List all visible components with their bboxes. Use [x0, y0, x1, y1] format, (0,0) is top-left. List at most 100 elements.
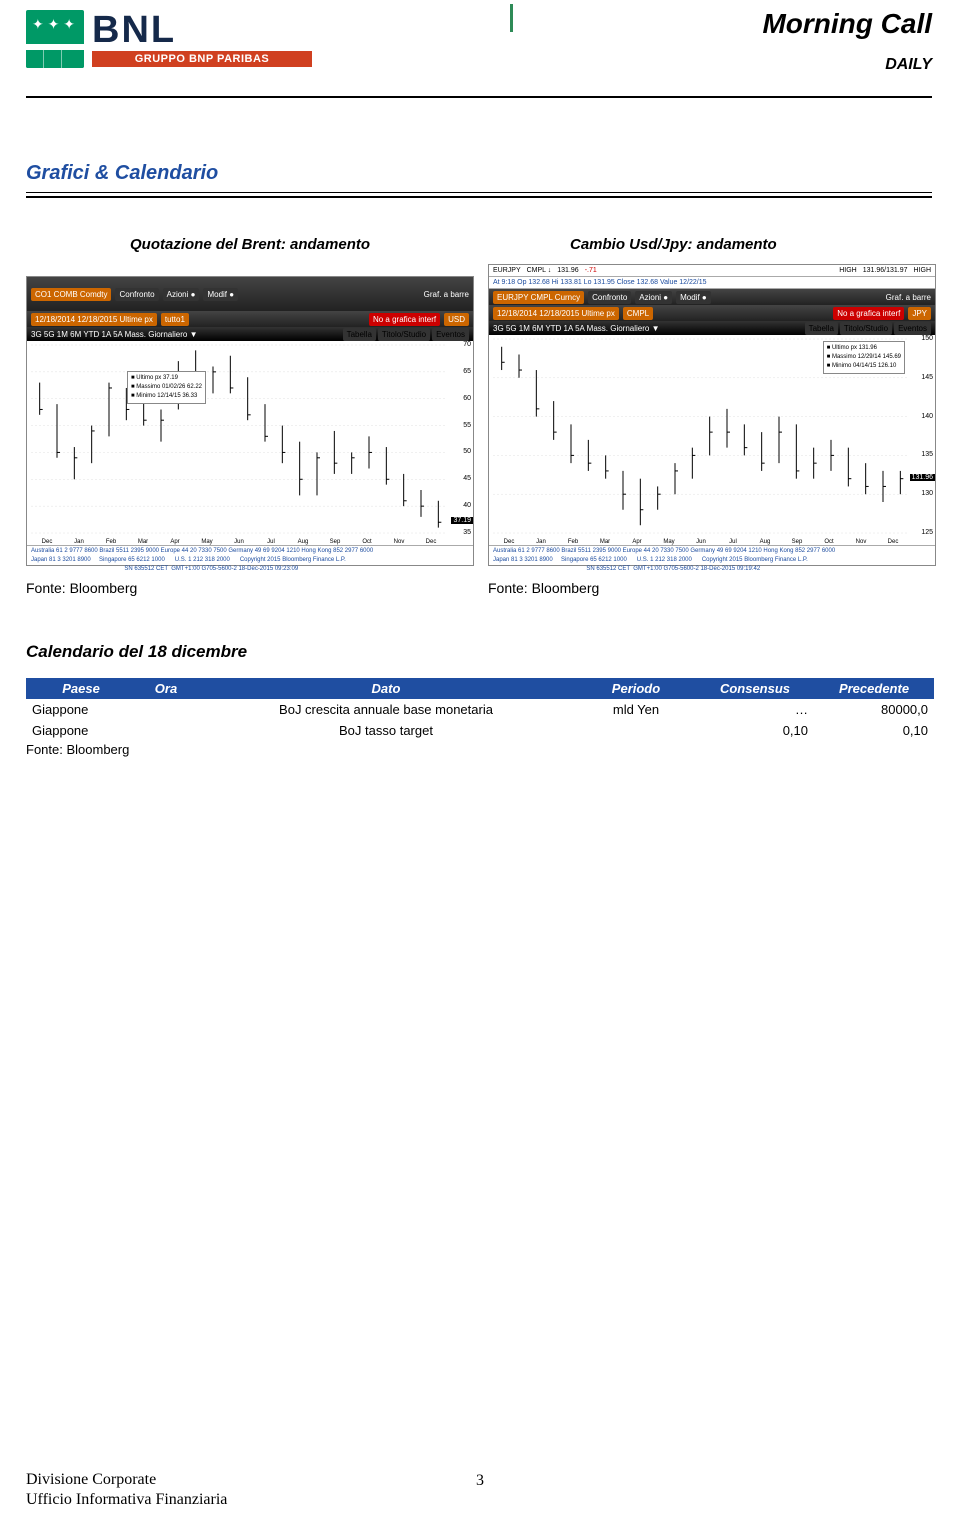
- quote-ohlc-line: At 9:18 Op 132.68 Hi 133.81 Lo 131.95 Cl…: [493, 279, 707, 286]
- y-axis: 125130135140145150: [911, 335, 933, 545]
- ccy-label: JPY: [908, 307, 931, 320]
- table-row: Giappone BoJ tasso target 0,100,10: [26, 720, 934, 741]
- ccy-label: USD: [444, 313, 469, 326]
- events-btn[interactable]: Eventos: [894, 322, 931, 335]
- logo-main-text: BNL: [92, 11, 176, 49]
- chart-usdjpy: EURJPY CMPL ↓ 131.96 -.71 HIGH 131.96/13…: [488, 264, 936, 566]
- quote-src: HIGH: [914, 267, 932, 274]
- legend-row: ■ Ultimo px 131.96: [827, 344, 901, 353]
- quote-hi: 131.96/131.97: [863, 267, 908, 274]
- last-price-flag: 131.96: [910, 474, 935, 481]
- table-btn[interactable]: Tabella: [805, 322, 838, 335]
- cell-periodo: [576, 720, 696, 741]
- period-buttons[interactable]: 3G 5G 1M 6M YTD 1A 5A Mass. Giornaliero …: [31, 330, 198, 339]
- quote-symbol: EURJPY: [493, 267, 521, 274]
- col-paese: Paese: [26, 678, 136, 699]
- cell-precedente: 0,10: [814, 720, 934, 741]
- field-label: tutto1: [161, 313, 189, 326]
- date-range[interactable]: 12/18/2014 12/18/2015 Ultime px: [31, 313, 157, 326]
- table-header-row: Paese Ora Dato Periodo Consensus Precede…: [26, 678, 934, 699]
- chart-toolbar-3: 3G 5G 1M 6M YTD 1A 5A Mass. Giornaliero …: [489, 321, 935, 335]
- section-title: Grafici & Calendario: [26, 162, 218, 185]
- chart-plot-area: ■ Ultimo px 37.19 ■ Massimo 01/02/26 62.…: [27, 341, 473, 545]
- modify-btn[interactable]: Modif ●: [676, 291, 711, 304]
- chart-source-left: Fonte: Bloomberg: [26, 580, 137, 596]
- calendar-table: Paese Ora Dato Periodo Consensus Precede…: [26, 678, 934, 741]
- legend-row: ■ Minimo 04/14/15 126.10: [827, 362, 901, 371]
- page-title: Morning Call: [762, 8, 932, 40]
- footer-line-1: Divisione Corporate: [26, 1470, 227, 1490]
- cell-paese: Giappone: [26, 699, 136, 720]
- footer-block: Divisione Corporate Ufficio Informativa …: [26, 1470, 227, 1510]
- compare-btn[interactable]: Confronto: [588, 291, 631, 304]
- x-axis: DecJanFebMarAprMayJunJulAugSepOctNovDec: [27, 535, 449, 545]
- chart-footer: Australia 61 2 9777 8600 Brazil 5511 239…: [27, 545, 473, 565]
- y-axis: 3540455055606570: [449, 341, 471, 545]
- study-btn[interactable]: Titolo/Studio: [378, 328, 430, 341]
- page-number: 3: [476, 1472, 484, 1490]
- quote-bar-1: EURJPY CMPL ↓ 131.96 -.71 HIGH 131.96/13…: [489, 265, 935, 277]
- chart-legend: ■ Ultimo px 131.96 ■ Massimo 12/29/14 14…: [823, 341, 905, 374]
- page-subtitle: DAILY: [885, 56, 932, 74]
- chart-brent: CO1 COMB Comdty Confronto Azioni ● Modif…: [26, 276, 474, 566]
- cell-consensus: …: [696, 699, 814, 720]
- chart-footer: Australia 61 2 9777 8600 Brazil 5511 239…: [489, 545, 935, 565]
- col-periodo: Periodo: [576, 678, 696, 699]
- chart-caption-usdjpy: Cambio Usd/Jpy: andamento: [570, 236, 777, 253]
- study-btn[interactable]: Titolo/Studio: [840, 322, 892, 335]
- period-buttons[interactable]: 3G 5G 1M 6M YTD 1A 5A Mass. Giornaliero …: [493, 324, 660, 333]
- ticker-label: CO1 COMB Comdty: [31, 288, 111, 301]
- chart-plot-area: ■ Ultimo px 131.96 ■ Massimo 12/29/14 14…: [489, 335, 935, 545]
- section-rule: [26, 192, 932, 193]
- cell-consensus: 0,10: [696, 720, 814, 741]
- quote-last: 131.96: [557, 267, 578, 274]
- x-axis: DecJanFebMarAprMayJunJulAugSepOctNovDec: [489, 535, 911, 545]
- section-rule-bold: [26, 196, 932, 198]
- actions-btn[interactable]: Azioni ●: [163, 288, 200, 301]
- quote-hi-label: HIGH: [839, 267, 857, 274]
- actions-btn[interactable]: Azioni ●: [635, 291, 672, 304]
- chart-type-label: Graf. a barre: [424, 290, 469, 299]
- quote-label: CMPL ↓: [527, 267, 552, 274]
- cell-periodo: mld Yen: [576, 699, 696, 720]
- chart-toolbar-3: 3G 5G 1M 6M YTD 1A 5A Mass. Giornaliero …: [27, 327, 473, 341]
- legend-row: ■ Minimo 12/14/15 36.33: [131, 392, 202, 401]
- date-range[interactable]: 12/18/2014 12/18/2015 Ultime px: [493, 307, 619, 320]
- chart-toolbar: EURJPY CMPL Curncy Confronto Azioni ● Mo…: [489, 289, 935, 305]
- field-label: CMPL: [623, 307, 653, 320]
- header-separator: [26, 96, 932, 98]
- legend-row: ■ Ultimo px 37.19: [131, 374, 202, 383]
- quote-bar-2: At 9:18 Op 132.68 Hi 133.81 Lo 131.95 Cl…: [489, 277, 935, 289]
- col-consensus: Consensus: [696, 678, 814, 699]
- col-ora: Ora: [136, 678, 196, 699]
- cell-ora: [136, 699, 196, 720]
- chart-toolbar-2: 12/18/2014 12/18/2015 Ultime px tutto1 N…: [27, 311, 473, 327]
- legend-row: ■ Massimo 12/29/14 145.69: [827, 353, 901, 362]
- chart-type-label: Graf. a barre: [886, 293, 931, 302]
- brand-logo: BNL GRUPPO BNP PARIBAS: [26, 10, 312, 68]
- events-btn[interactable]: Eventos: [432, 328, 469, 341]
- table-btn[interactable]: Tabella: [343, 328, 376, 341]
- legend-row: ■ Massimo 01/02/26 62.22: [131, 383, 202, 392]
- cell-precedente: 80000,0: [814, 699, 934, 720]
- cell-dato: BoJ crescita annuale base monetaria: [196, 699, 576, 720]
- chart-toolbar: CO1 COMB Comdty Confronto Azioni ● Modif…: [27, 277, 473, 311]
- chart-legend: ■ Ultimo px 37.19 ■ Massimo 01/02/26 62.…: [127, 371, 206, 404]
- calendar-source: Fonte: Bloomberg: [26, 742, 129, 757]
- footer-line-2: Ufficio Informativa Finanziaria: [26, 1490, 227, 1510]
- cell-ora: [136, 720, 196, 741]
- calendar-title: Calendario del 18 dicembre: [26, 642, 247, 662]
- chart-caption-brent: Quotazione del Brent: andamento: [130, 236, 370, 253]
- logo-icon: [26, 10, 84, 68]
- col-precedente: Precedente: [814, 678, 934, 699]
- ticker-label: EURJPY CMPL Curncy: [493, 291, 584, 304]
- table-row: Giappone BoJ crescita annuale base moneta…: [26, 699, 934, 720]
- overlay-btn[interactable]: No a grafica interf: [369, 313, 440, 326]
- compare-btn[interactable]: Confronto: [115, 288, 158, 301]
- cell-paese: Giappone: [26, 720, 136, 741]
- chart-toolbar-2: 12/18/2014 12/18/2015 Ultime px CMPL No …: [489, 305, 935, 321]
- header-accent-bar: [510, 4, 513, 32]
- cell-dato: BoJ tasso target: [196, 720, 576, 741]
- overlay-btn[interactable]: No a grafica interf: [833, 307, 904, 320]
- modify-btn[interactable]: Modif ●: [203, 288, 238, 301]
